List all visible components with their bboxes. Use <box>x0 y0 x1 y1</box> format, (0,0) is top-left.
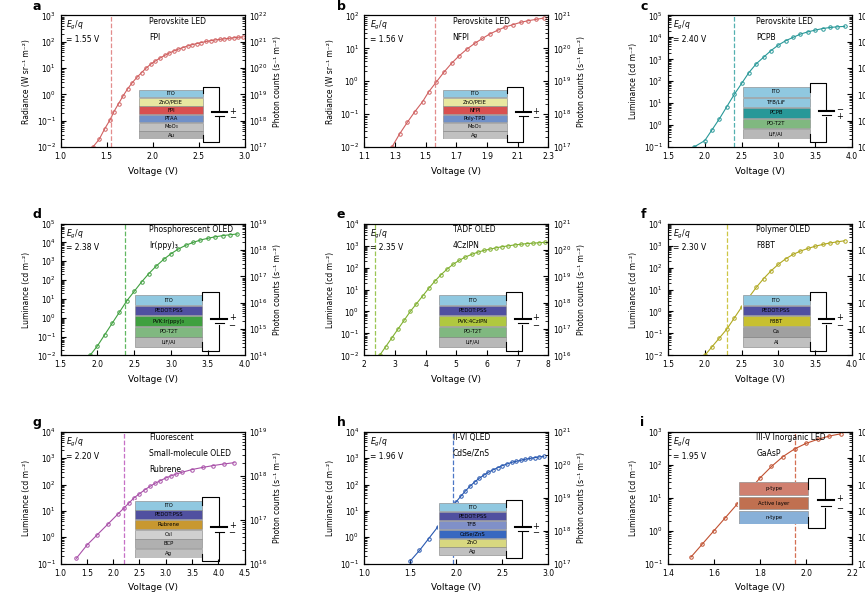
X-axis label: Voltage (V): Voltage (V) <box>127 583 177 592</box>
Text: Ir(ppy)₃: Ir(ppy)₃ <box>149 241 178 249</box>
Y-axis label: Photon counts (s⁻¹ m⁻²): Photon counts (s⁻¹ m⁻²) <box>577 452 586 543</box>
X-axis label: Voltage (V): Voltage (V) <box>432 375 481 384</box>
Text: Small-molecule OLED: Small-molecule OLED <box>149 449 231 458</box>
Y-axis label: Luminance (cd m⁻²): Luminance (cd m⁻²) <box>630 43 638 120</box>
Text: Fluorescent: Fluorescent <box>149 433 194 442</box>
Y-axis label: Photon counts (s⁻¹ m⁻²): Photon counts (s⁻¹ m⁻²) <box>273 36 282 127</box>
Text: h: h <box>336 416 345 429</box>
Y-axis label: Photon counts (s⁻¹ m⁻²): Photon counts (s⁻¹ m⁻²) <box>273 244 282 335</box>
X-axis label: Voltage (V): Voltage (V) <box>127 375 177 384</box>
X-axis label: Voltage (V): Voltage (V) <box>735 166 785 176</box>
Text: $E_g/q$
= 1.95 V: $E_g/q$ = 1.95 V <box>674 436 707 461</box>
Text: Rubrene: Rubrene <box>149 465 181 474</box>
Text: Perovskite LED: Perovskite LED <box>452 17 509 26</box>
Y-axis label: Luminance (cd m⁻²): Luminance (cd m⁻²) <box>326 251 335 328</box>
Text: $E_g/q$
= 1.55 V: $E_g/q$ = 1.55 V <box>66 19 99 44</box>
Text: TADF OLED: TADF OLED <box>452 225 496 234</box>
Text: GaAsP: GaAsP <box>756 449 781 458</box>
Text: NFPI: NFPI <box>452 33 470 41</box>
Text: FPI: FPI <box>149 33 160 41</box>
Y-axis label: Luminance (cd m⁻²): Luminance (cd m⁻²) <box>630 251 638 328</box>
X-axis label: Voltage (V): Voltage (V) <box>735 583 785 592</box>
Y-axis label: Photon counts (s⁻¹ m⁻²): Photon counts (s⁻¹ m⁻²) <box>577 36 586 127</box>
X-axis label: Voltage (V): Voltage (V) <box>432 583 481 592</box>
Text: Perovskite LED: Perovskite LED <box>149 17 206 26</box>
Text: II-VI QLED: II-VI QLED <box>452 433 490 442</box>
Text: e: e <box>336 208 345 221</box>
Text: $E_g/q$
= 2.30 V: $E_g/q$ = 2.30 V <box>674 227 707 253</box>
Text: Polymer OLED: Polymer OLED <box>756 225 811 234</box>
Text: $E_g/q$
= 1.96 V: $E_g/q$ = 1.96 V <box>369 436 403 461</box>
Text: $E_g/q$
= 2.20 V: $E_g/q$ = 2.20 V <box>66 436 99 461</box>
X-axis label: Voltage (V): Voltage (V) <box>735 375 785 384</box>
Text: 4CzIPN: 4CzIPN <box>452 241 479 249</box>
Text: CdSe/ZnS: CdSe/ZnS <box>452 449 490 458</box>
Text: f: f <box>640 208 646 221</box>
Text: Perovskite LED: Perovskite LED <box>756 17 813 26</box>
Y-axis label: Radiance (W sr⁻¹ m⁻²): Radiance (W sr⁻¹ m⁻²) <box>326 39 335 124</box>
X-axis label: Voltage (V): Voltage (V) <box>432 166 481 176</box>
X-axis label: Voltage (V): Voltage (V) <box>127 166 177 176</box>
Text: a: a <box>33 0 42 13</box>
Text: Phosphorescent OLED: Phosphorescent OLED <box>149 225 233 234</box>
Text: F8BT: F8BT <box>756 241 775 249</box>
Y-axis label: Luminance (cd m⁻²): Luminance (cd m⁻²) <box>22 460 31 536</box>
Y-axis label: Luminance (cd m⁻²): Luminance (cd m⁻²) <box>22 251 31 328</box>
Y-axis label: Luminance (cd m⁻²): Luminance (cd m⁻²) <box>326 460 335 536</box>
Y-axis label: Photon counts (s⁻¹ m⁻²): Photon counts (s⁻¹ m⁻²) <box>273 452 282 543</box>
Text: i: i <box>640 416 644 429</box>
Text: g: g <box>33 416 42 429</box>
Text: $E_g/q$
= 2.40 V: $E_g/q$ = 2.40 V <box>674 19 707 44</box>
Text: $E_g/q$
= 2.35 V: $E_g/q$ = 2.35 V <box>369 227 403 253</box>
Text: c: c <box>640 0 648 13</box>
Text: PCPB: PCPB <box>756 33 776 41</box>
Text: b: b <box>336 0 345 13</box>
Text: III-V Inorganic LED: III-V Inorganic LED <box>756 433 826 442</box>
Text: $E_g/q$
= 2.38 V: $E_g/q$ = 2.38 V <box>66 227 99 253</box>
Text: $E_g/q$
= 1.56 V: $E_g/q$ = 1.56 V <box>369 19 403 44</box>
Y-axis label: Radiance (W sr⁻¹ m⁻²): Radiance (W sr⁻¹ m⁻²) <box>22 39 31 124</box>
Text: d: d <box>33 208 42 221</box>
Y-axis label: Photon counts (s⁻¹ m⁻²): Photon counts (s⁻¹ m⁻²) <box>577 244 586 335</box>
Y-axis label: Luminance (cd m⁻²): Luminance (cd m⁻²) <box>630 460 638 536</box>
